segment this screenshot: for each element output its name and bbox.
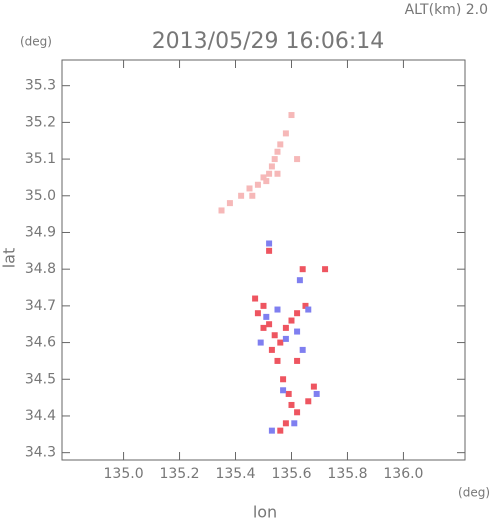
- x-axis-label: lon: [253, 503, 277, 521]
- echo-point: [266, 247, 273, 254]
- y-tick-label: 35.2: [25, 114, 56, 130]
- echo-point: [274, 148, 281, 155]
- echo-point: [299, 346, 306, 353]
- echo-point: [268, 163, 275, 170]
- x-tick-label: 135.2: [159, 466, 199, 482]
- echo-point: [277, 427, 284, 434]
- y-tick-label: 34.5: [25, 371, 56, 387]
- echo-point: [282, 130, 289, 137]
- echo-point: [277, 141, 284, 148]
- echo-point: [274, 170, 281, 177]
- echo-point: [249, 192, 256, 199]
- echo-point: [271, 156, 278, 163]
- echo-point: [271, 332, 278, 339]
- echo-point: [313, 390, 320, 397]
- y-tick-label: 35.1: [25, 151, 56, 167]
- y-axis-label: lat: [0, 248, 19, 269]
- chart-title: 2013/05/29 16:06:14: [152, 29, 385, 54]
- y-tick-label: 34.4: [25, 408, 56, 424]
- echo-point: [266, 321, 273, 328]
- echo-point: [246, 185, 253, 192]
- echo-point: [305, 306, 312, 313]
- echo-point: [302, 302, 309, 309]
- echo-point: [268, 427, 275, 434]
- echo-point: [252, 295, 259, 302]
- echo-point: [296, 277, 303, 284]
- echo-point: [322, 266, 329, 273]
- x-tick-label: 135.0: [104, 466, 144, 482]
- echo-point: [294, 409, 301, 416]
- y-unit: (deg): [20, 35, 52, 49]
- altitude-label: ALT(km) 2.0: [405, 2, 488, 18]
- echo-point: [305, 398, 312, 405]
- echo-point: [310, 383, 317, 390]
- echo-point: [282, 420, 289, 427]
- echo-point: [280, 387, 287, 394]
- echo-point: [288, 401, 295, 408]
- echo-point: [285, 390, 292, 397]
- echo-point: [294, 310, 301, 317]
- echo-point: [238, 192, 245, 199]
- echo-point: [274, 306, 281, 313]
- echo-point: [263, 313, 270, 320]
- echo-point: [299, 266, 306, 273]
- echo-point: [260, 324, 267, 331]
- echo-point: [266, 240, 273, 247]
- x-tick-label: 136.0: [383, 466, 423, 482]
- y-tick-label: 35.0: [25, 188, 56, 204]
- echo-point: [282, 324, 289, 331]
- y-tick-label: 34.7: [25, 298, 56, 314]
- echo-point: [268, 346, 275, 353]
- echo-point: [294, 328, 301, 335]
- echo-point: [263, 178, 270, 185]
- echo-point: [294, 156, 301, 163]
- echo-point: [291, 420, 298, 427]
- plot-frame: [61, 59, 466, 461]
- y-tick-label: 34.9: [25, 224, 56, 240]
- y-tick-label: 34.3: [25, 445, 56, 461]
- echo-point: [282, 335, 289, 342]
- y-tick-label: 35.3: [25, 78, 56, 94]
- echo-point: [260, 302, 267, 309]
- echo-point: [254, 310, 261, 317]
- echo-point: [260, 174, 267, 181]
- y-tick-label: 34.6: [25, 335, 56, 351]
- echo-point: [277, 339, 284, 346]
- x-tick-label: 135.8: [327, 466, 367, 482]
- echo-point: [294, 357, 301, 364]
- echo-point: [280, 376, 287, 383]
- echo-point: [266, 170, 273, 177]
- x-tick-label: 135.4: [215, 466, 255, 482]
- echo-point: [288, 317, 295, 324]
- echo-point: [288, 112, 295, 119]
- echo-point: [254, 181, 261, 188]
- x-unit: (deg): [458, 486, 490, 500]
- x-tick-label: 135.6: [271, 466, 311, 482]
- echo-point: [274, 357, 281, 364]
- echo-point: [218, 207, 225, 214]
- y-tick-label: 34.8: [25, 261, 56, 277]
- echo-point: [257, 339, 264, 346]
- echo-point: [226, 200, 233, 207]
